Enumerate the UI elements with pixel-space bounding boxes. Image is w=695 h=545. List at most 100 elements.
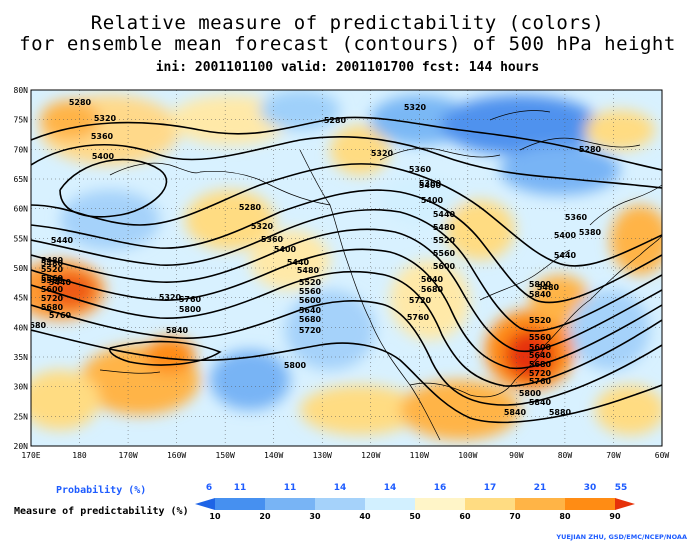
- chart-title-line3: ini: 2001101100 valid: 2001101700 fcst: …: [155, 60, 540, 75]
- contour-label: 5640: [529, 351, 552, 360]
- lat-label: 45N: [14, 294, 29, 303]
- probability-value: 14: [384, 483, 397, 493]
- contour-label: 5760: [529, 377, 552, 386]
- contour-label: 5440: [433, 210, 456, 219]
- height-contours: [31, 116, 662, 424]
- measure-value: 60: [459, 512, 471, 521]
- probability-value: 21: [534, 483, 547, 493]
- contour-label: 5840: [504, 408, 527, 417]
- contour-label: 5360: [409, 165, 432, 174]
- contour-label: 5800: [519, 389, 542, 398]
- contour-label: 5280: [239, 203, 262, 212]
- contour-label: 5680: [41, 303, 64, 312]
- measure-value: 30: [309, 512, 321, 521]
- measure-value: 90: [609, 512, 621, 521]
- contour-label: 5380: [579, 228, 602, 237]
- map-frame: [30, 89, 663, 447]
- contour-label: 5440: [49, 278, 72, 287]
- contour-label: 5760: [179, 295, 202, 304]
- lat-label: 20N: [14, 442, 29, 451]
- probability-value: 16: [434, 483, 447, 493]
- lon-label: 170W: [118, 451, 137, 460]
- contour-label: 5680: [24, 321, 47, 330]
- contour-label: 5560: [41, 276, 64, 285]
- lat-label: 35N: [14, 353, 29, 362]
- colorbar-segment: [415, 498, 466, 510]
- contour-label: 5520: [433, 236, 456, 245]
- lon-label: 120W: [361, 451, 380, 460]
- lat-label: 55N: [14, 234, 29, 243]
- colorbar-segment: [195, 498, 215, 510]
- contour-label: 5640: [421, 275, 444, 284]
- contour-label: 5440: [287, 258, 310, 267]
- colorbar-segment: [465, 498, 516, 510]
- contour-label: 5600: [433, 262, 456, 271]
- contour-label: 5520: [299, 278, 322, 287]
- credit-text: YUEJIAN ZHU, GSD/EMC/NCEP/NOAA: [556, 533, 687, 541]
- lon-label: 70W: [606, 451, 621, 460]
- contour-label: 5320: [159, 293, 182, 302]
- chart-title-line1: Relative measure of predictability (colo…: [90, 12, 605, 34]
- measure-value: 80: [559, 512, 571, 521]
- contour-label: 5680: [421, 285, 444, 294]
- lat-label: 80N: [14, 86, 29, 95]
- contour-label: 5480: [433, 223, 456, 232]
- contour-label: 5840: [166, 326, 189, 335]
- contour-label: 5800: [284, 361, 307, 370]
- contour-label: 5560: [433, 249, 456, 258]
- contour-label: 5520: [529, 316, 552, 325]
- lon-label: 90W: [509, 451, 524, 460]
- contour-label: 5560: [299, 287, 322, 296]
- measure-value: 50: [409, 512, 421, 521]
- colorbar: [195, 498, 635, 510]
- lon-label: 60W: [655, 451, 670, 460]
- contour-label: 5480: [297, 266, 320, 275]
- measure-value: 10: [209, 512, 221, 521]
- lon-label: 110W: [410, 451, 429, 460]
- probability-value: 30: [584, 483, 597, 493]
- lat-label: 25N: [14, 412, 29, 421]
- contour-label: 5280: [579, 145, 602, 154]
- colorbar-segment: [365, 498, 416, 510]
- measure-title: Measure of predictability (%): [14, 505, 189, 517]
- probability-value: 6: [206, 483, 212, 493]
- contour-label: 5400: [92, 152, 115, 161]
- lon-label: 150W: [216, 451, 235, 460]
- contour-label: 5520: [41, 265, 64, 274]
- probability-value: 14: [334, 483, 347, 493]
- contour-label: 5440: [554, 251, 577, 260]
- colorbar-segment: [615, 498, 635, 510]
- contour-label: 5320: [404, 103, 427, 112]
- contour-label: 5680: [299, 315, 322, 324]
- contour-label: 5480: [537, 283, 560, 292]
- contour-label: 5800: [529, 280, 552, 289]
- contour-label: 5400: [274, 245, 297, 254]
- lon-label: 160W: [167, 451, 186, 460]
- contour-label: 5320: [371, 149, 394, 158]
- lat-label: 65N: [14, 175, 29, 184]
- longitude-labels: 170E 180 170W 160W 150W 140W 130W 120W 110W 100W 9…: [21, 451, 669, 460]
- contour-label: 5480: [41, 256, 64, 265]
- probability-value: 11: [284, 483, 297, 493]
- probability-value: 11: [234, 483, 247, 493]
- legend: Probability (%) Measure of predictabilit…: [14, 483, 635, 521]
- probability-values: 6 11 11 14 14 16 17 21 30 55: [206, 483, 627, 493]
- predictability-field: 5320536054005280532053605400544054805520…: [24, 90, 662, 446]
- lat-label: 70N: [14, 145, 29, 154]
- lon-label: 140W: [264, 451, 283, 460]
- lon-label: 80W: [558, 451, 573, 460]
- measure-value: 20: [259, 512, 271, 521]
- contour-label: 5280: [324, 116, 347, 125]
- colorbar-segment: [315, 498, 366, 510]
- lon-label: 100W: [458, 451, 477, 460]
- contour-label: 5560: [529, 333, 552, 342]
- latitude-labels: 80N 75N 70N 65N 60N 55N 50N 45N 40N 35N 30N 25N 20N: [14, 86, 29, 451]
- probability-value: 17: [484, 483, 497, 493]
- contour-label: 5480: [41, 259, 64, 268]
- colorbar-segment: [565, 498, 616, 510]
- contour-label: 5600: [41, 285, 64, 294]
- lat-label: 75N: [14, 116, 29, 125]
- lat-label: 40N: [14, 323, 29, 332]
- measure-value: 70: [509, 512, 521, 521]
